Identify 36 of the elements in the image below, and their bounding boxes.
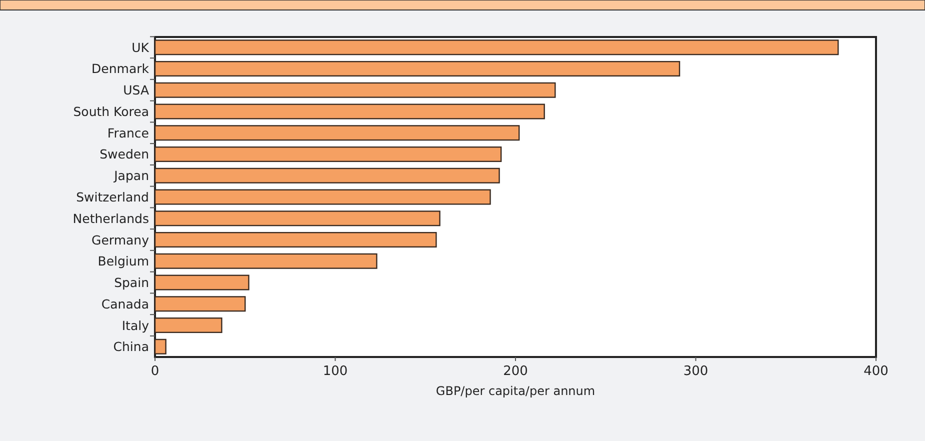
y-tick-label: Italy bbox=[122, 318, 150, 333]
bar bbox=[154, 40, 839, 56]
y-tick-label: Belgium bbox=[98, 254, 149, 269]
bar bbox=[154, 274, 250, 290]
bar bbox=[154, 296, 246, 312]
x-tick-label: 300 bbox=[683, 364, 708, 379]
bar bbox=[154, 317, 222, 334]
y-tick-label: Japan bbox=[113, 168, 149, 184]
bar bbox=[154, 146, 502, 162]
bar bbox=[154, 60, 680, 77]
bar bbox=[154, 168, 500, 184]
x-tick-label: 100 bbox=[322, 364, 348, 379]
y-tick-label: China bbox=[113, 339, 149, 354]
bar bbox=[154, 125, 520, 141]
bar bbox=[154, 189, 491, 205]
bar bbox=[154, 104, 545, 120]
bar bbox=[154, 253, 378, 269]
bar bbox=[154, 338, 166, 354]
bar bbox=[154, 210, 440, 226]
y-tick-label: South Korea bbox=[73, 104, 149, 119]
x-tick-label: 0 bbox=[150, 364, 160, 379]
y-tick-label: Sweden bbox=[100, 146, 149, 162]
bar bbox=[154, 82, 556, 98]
y-tick-label: Denmark bbox=[92, 61, 150, 76]
y-tick-label: USA bbox=[123, 82, 150, 98]
y-tick-label: Germany bbox=[92, 232, 150, 248]
x-tick-label: 400 bbox=[864, 364, 888, 379]
x-axis-title: GBP/per capita/per annum bbox=[436, 384, 596, 398]
y-tick-label: UK bbox=[132, 40, 150, 55]
bar bbox=[154, 232, 437, 248]
y-tick-label: France bbox=[107, 125, 150, 140]
y-tick-label: Canada bbox=[101, 296, 149, 312]
y-tick-label: Switzerland bbox=[76, 190, 149, 204]
y-tick-label: Spain bbox=[114, 275, 149, 290]
x-tick-label: 200 bbox=[503, 364, 528, 379]
y-tick-label: Netherlands bbox=[72, 210, 149, 226]
